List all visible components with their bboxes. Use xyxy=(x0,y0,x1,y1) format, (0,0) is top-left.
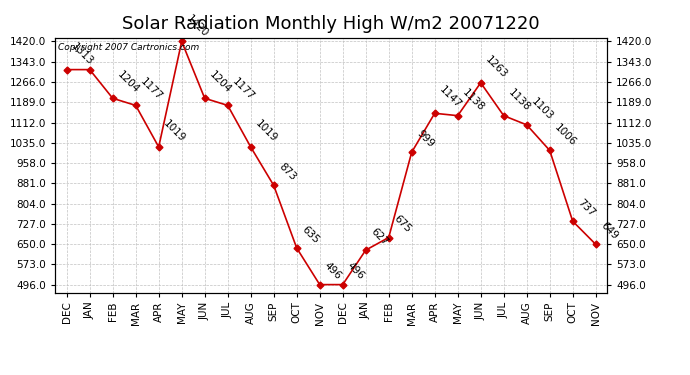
Text: 999: 999 xyxy=(415,128,435,150)
Text: 1177: 1177 xyxy=(139,77,164,103)
Text: 1147: 1147 xyxy=(437,85,463,111)
Text: 1177: 1177 xyxy=(230,77,256,103)
Text: 1019: 1019 xyxy=(161,118,187,144)
Text: 1204: 1204 xyxy=(208,70,233,96)
Text: 496: 496 xyxy=(346,261,366,282)
Text: 635: 635 xyxy=(299,224,321,245)
Text: 1263: 1263 xyxy=(484,54,509,80)
Text: 1138: 1138 xyxy=(506,87,532,113)
Text: 627: 627 xyxy=(368,226,390,248)
Text: 496: 496 xyxy=(322,261,344,282)
Title: Solar Radiation Monthly High W/m2 20071220: Solar Radiation Monthly High W/m2 200712… xyxy=(122,15,540,33)
Text: 737: 737 xyxy=(575,197,597,218)
Text: 1019: 1019 xyxy=(253,118,279,144)
Text: 1420: 1420 xyxy=(184,13,210,39)
Text: 1138: 1138 xyxy=(460,87,486,113)
Text: Copyright 2007 Cartronics.com: Copyright 2007 Cartronics.com xyxy=(58,43,199,52)
Text: 873: 873 xyxy=(277,162,297,183)
Text: 1103: 1103 xyxy=(529,96,555,122)
Text: 1204: 1204 xyxy=(115,70,141,96)
Text: 675: 675 xyxy=(391,214,413,235)
Text: 1313: 1313 xyxy=(70,41,95,67)
Text: 649: 649 xyxy=(598,220,620,242)
Text: 1006: 1006 xyxy=(553,122,578,148)
